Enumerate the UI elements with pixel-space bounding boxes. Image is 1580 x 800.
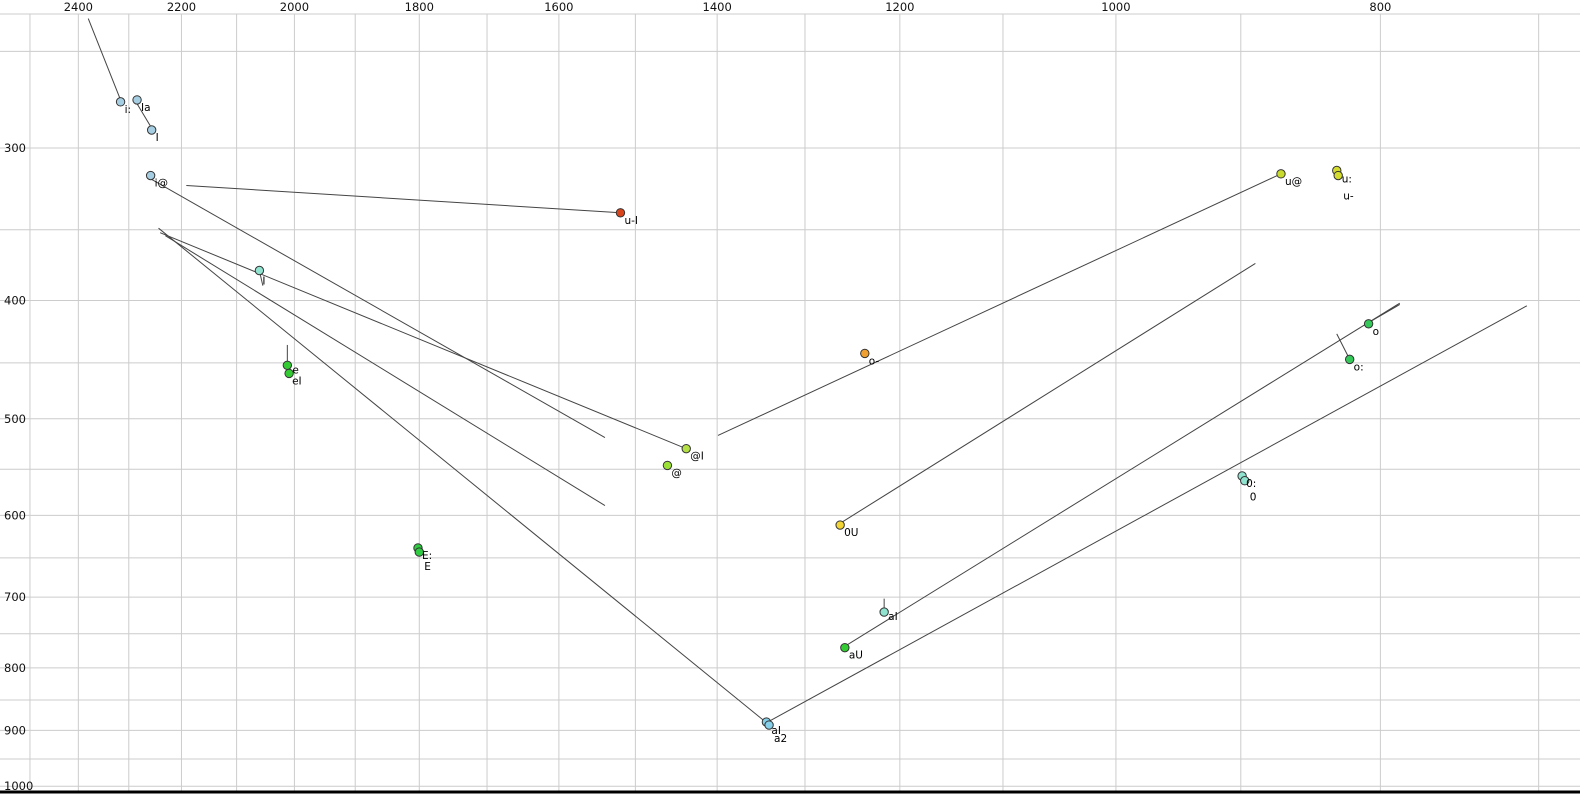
vowel-point xyxy=(840,642,850,653)
y-tick-label: 300 xyxy=(4,141,26,155)
y-tick-label: 600 xyxy=(4,508,26,522)
vowel-point xyxy=(414,547,424,557)
vowel-label: u@ xyxy=(1285,176,1302,188)
vowel-point xyxy=(879,607,889,617)
vowel-label: aU xyxy=(849,650,863,662)
vowel-label: I xyxy=(262,275,265,287)
x-tick-label: 1000 xyxy=(1101,0,1130,14)
vowel-label: @I xyxy=(690,451,704,463)
trajectory-line xyxy=(136,103,153,129)
vowel-point xyxy=(764,720,774,730)
y-tick-label: 400 xyxy=(4,293,26,307)
vowel-label: Ia xyxy=(141,102,151,114)
vowel-point xyxy=(145,170,156,181)
trajectory-line xyxy=(165,235,606,507)
vowel-label: u- xyxy=(1343,191,1354,203)
x-tick-label: 2000 xyxy=(280,0,309,14)
y-tick-label: 900 xyxy=(4,723,26,737)
vowel-label: e xyxy=(292,364,298,376)
trajectory-line xyxy=(87,18,122,101)
vowel-label: i: xyxy=(125,104,131,116)
vowel-label: a2 xyxy=(774,733,787,745)
x-tick-label: 2200 xyxy=(167,0,196,14)
x-tick-label: 1400 xyxy=(703,0,732,14)
trajectory-line xyxy=(1336,333,1351,360)
vowel-label: eI xyxy=(292,375,302,387)
trajectory-line xyxy=(150,178,606,438)
y-tick-label: 1000 xyxy=(4,779,33,793)
trajectory-line xyxy=(839,263,1256,524)
x-tick-label: 1600 xyxy=(544,0,573,14)
vowel-point xyxy=(132,95,142,105)
vowel-label: u: xyxy=(1342,173,1352,185)
vowel-label: i@ xyxy=(155,178,168,190)
trajectory-layer xyxy=(87,18,1528,724)
vowel-point xyxy=(1276,169,1286,179)
trajectory-line xyxy=(717,173,1282,436)
x-tick-label: 1200 xyxy=(885,0,914,14)
trajectory-line xyxy=(769,305,1528,722)
trajectory-line xyxy=(259,273,264,286)
vowel-label: o: xyxy=(1354,361,1364,373)
vowel-point xyxy=(254,265,265,276)
y-tick-label: 700 xyxy=(4,590,26,604)
vowel-label: 0 xyxy=(1250,492,1257,504)
grid-layer xyxy=(0,13,1580,794)
trajectory-line xyxy=(159,232,687,450)
x-tick-label: 1800 xyxy=(405,0,434,14)
trajectory-line xyxy=(186,184,621,214)
vowel-point xyxy=(282,360,293,370)
trajectory-line xyxy=(158,227,767,724)
vowel-label: o xyxy=(1373,326,1379,338)
x-tick-label: 800 xyxy=(1369,0,1391,14)
vowel-point xyxy=(284,368,294,379)
vowel-label: 0: xyxy=(1246,478,1256,490)
vowel-point xyxy=(860,348,870,359)
vowel-label: E xyxy=(424,561,431,573)
points-layer xyxy=(115,95,1374,730)
vowel-label: aI xyxy=(771,725,781,737)
vowel-label: E: xyxy=(422,550,432,562)
vowel-label: aI xyxy=(888,611,898,623)
vowel-point xyxy=(146,125,157,135)
vowel-point xyxy=(681,443,691,454)
labels-layer: 2400 2200 2000 1800 1600 1400 1200 1000 800 300 40… xyxy=(4,0,1391,793)
x-tick-label: 2400 xyxy=(64,0,93,14)
vowel-label: @ xyxy=(671,467,682,479)
vowel-point xyxy=(615,208,626,218)
vowel-point xyxy=(1240,476,1250,486)
vowel-label: I xyxy=(156,132,159,144)
vowel-point xyxy=(1344,354,1355,365)
vowel-label: u-I xyxy=(624,215,638,227)
vowel-point xyxy=(115,97,126,107)
y-tick-label: 500 xyxy=(4,412,26,426)
vowel-point xyxy=(662,460,673,471)
vowel-label: 0U xyxy=(844,527,858,539)
vowel-point xyxy=(1363,319,1374,329)
vowel-point xyxy=(1333,170,1343,181)
y-tick-label: 800 xyxy=(4,661,26,675)
vowel-point xyxy=(835,520,845,530)
vowel-label: o- xyxy=(869,355,880,367)
trajectory-line xyxy=(844,302,1401,647)
